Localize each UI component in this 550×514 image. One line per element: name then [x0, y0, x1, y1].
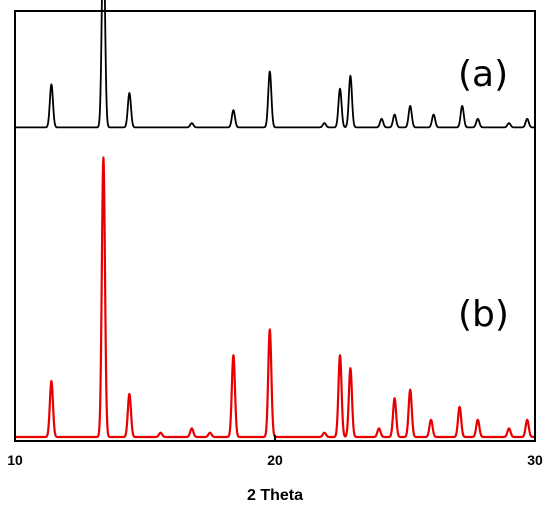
- x-tick-label: 20: [267, 452, 283, 468]
- x-axis-title: 2 Theta: [247, 487, 303, 504]
- plot-frame: [14, 10, 536, 442]
- series-line-b: [14, 156, 536, 439]
- series-layer: [14, 0, 536, 439]
- x-tick-layer: 10 20 30: [7, 435, 543, 468]
- x-tick-label: 10: [7, 452, 23, 468]
- x-tick-label: 30: [527, 452, 543, 468]
- panel-label-b: (b): [458, 294, 509, 335]
- series-line-a: [14, 0, 536, 129]
- panel-label-a: (a): [458, 54, 508, 95]
